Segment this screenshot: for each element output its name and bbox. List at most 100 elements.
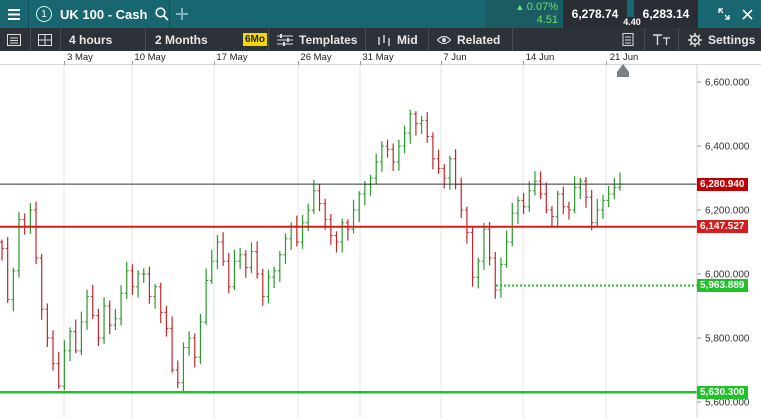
add-tab-icon[interactable]: [176, 0, 188, 28]
y-axis-background: [697, 65, 761, 418]
ohlc-bar-up: [272, 266, 277, 288]
x-tick: [606, 61, 607, 65]
up-arrow-icon: ▲: [515, 2, 527, 12]
buy-price: 6,283.14: [642, 7, 690, 21]
ohlc-bar-down: [385, 139, 390, 158]
ohlc-bar-down: [323, 198, 328, 230]
instrument-title: UK 100 - Cash: [60, 6, 148, 22]
grid-layout-icon[interactable]: [38, 28, 52, 51]
ohlc-bar-up: [17, 211, 22, 278]
ohlc-bar-up: [311, 179, 316, 214]
ohlc-bar-up: [374, 153, 379, 185]
ohlc-bar-up: [198, 313, 203, 364]
ohlc-bar-up: [368, 174, 373, 196]
ohlc-bar-up: [119, 285, 124, 326]
eye-icon: [437, 35, 451, 45]
range-selector[interactable]: 2 Months: [155, 32, 208, 47]
x-label-10-may: 10 May: [134, 52, 166, 63]
sell-price: 6,278.74: [571, 7, 619, 21]
hamburger-menu-icon[interactable]: [0, 0, 28, 28]
top-bar: 1 UK 100 - Cash ▲ 0.07% 4.51 6,278.74 6,…: [0, 0, 761, 28]
ohlc-bar-down: [430, 132, 435, 170]
change-points: 4.51: [536, 14, 558, 26]
y-tick-label: 5,600.000: [705, 398, 750, 409]
ohlc-bar-down: [192, 333, 197, 368]
expand-icon[interactable]: [718, 0, 730, 28]
y-tick-label: 6,200.000: [705, 206, 750, 217]
ohlc-bar-down: [413, 111, 418, 136]
ohlc-bar-up: [232, 249, 237, 290]
ohlc-bar-down: [544, 182, 549, 214]
x-axis: 3 May 10 May 17 May 26 May 31 May 7 Jun …: [0, 51, 761, 65]
chart-grid: [63, 65, 607, 418]
ohlc-bar-up: [578, 177, 583, 200]
x-tick: [441, 61, 442, 65]
settings-button[interactable]: Settings: [688, 28, 755, 51]
ohlc-bar-down: [549, 206, 554, 228]
ohlc-bar-down: [51, 330, 56, 371]
ohlc-bar-down: [130, 264, 135, 295]
ohlc-bar-up: [340, 218, 345, 253]
ohlc-bar-up: [476, 257, 481, 289]
search-icon[interactable]: [155, 7, 170, 21]
price-mode-label: Mid: [397, 32, 418, 47]
x-tick: [523, 61, 524, 65]
ohlc-bar-up: [419, 116, 424, 134]
instrument-tab[interactable]: 1 UK 100 - Cash: [36, 0, 170, 28]
ohlc-bar-up: [187, 331, 192, 356]
ohlc-bar-down: [425, 112, 430, 143]
ohlc-bar-down: [453, 149, 458, 190]
ohlc-bar-down: [538, 171, 543, 199]
ohlc-bar-up: [62, 340, 67, 391]
ohlc-bar-down: [521, 192, 526, 214]
ohlc-bar-down: [107, 300, 112, 335]
text-size-icon[interactable]: [653, 28, 671, 51]
x-tick: [360, 61, 361, 65]
x-tick: [298, 61, 299, 65]
ohlc-bar-up: [504, 230, 509, 268]
ohlc-bar-up: [379, 141, 384, 172]
support-price-tag: 5,630.300: [697, 385, 748, 399]
ohlc-bar-up: [527, 181, 532, 212]
ohlc-bar-down: [442, 164, 447, 189]
x-tick: [64, 61, 65, 65]
ohlc-bar-up: [141, 268, 146, 283]
ohlc-bar-down: [5, 236, 10, 303]
ohlc-bar-up: [300, 214, 305, 249]
range-badge: 6Mo: [243, 33, 267, 46]
sell-price-button[interactable]: 6,278.74: [563, 0, 627, 28]
ohlc-bar-down: [0, 239, 4, 261]
interval-selector[interactable]: 4 hours: [69, 32, 113, 47]
ohlc-bar-down: [470, 227, 475, 287]
panel-layout-icon[interactable]: [7, 28, 21, 51]
templates-button[interactable]: Templates: [277, 28, 357, 51]
price-mode-button[interactable]: Mid: [377, 28, 418, 51]
ohlc-bar-up: [402, 125, 407, 154]
templates-icon: [277, 33, 293, 46]
ohlc-bar-down: [158, 282, 163, 324]
y-tick-label: 6,400.000: [705, 142, 750, 153]
ohlc-bar-up: [79, 311, 84, 356]
layers-icon[interactable]: [622, 28, 634, 51]
x-label-21-jun: 21 Jun: [609, 52, 639, 63]
ohlc-bar-down: [73, 319, 78, 354]
ohlc-bar-up: [362, 180, 367, 206]
ohlc-bar-down: [90, 284, 95, 319]
buy-price-button[interactable]: 6,283.14: [634, 0, 698, 28]
ohlc-bar-up: [600, 194, 605, 219]
related-button[interactable]: Related: [437, 28, 500, 51]
chart-toolbar: 4 hours 2 Months 6Mo Templates Mid Relat…: [0, 28, 761, 51]
ohlc-bar-up: [204, 268, 209, 325]
ohlc-bar-down: [39, 253, 44, 320]
ohlc-bar-up: [481, 223, 486, 270]
ohlc-bar-up: [595, 198, 600, 227]
ohlc-bar-down: [226, 252, 231, 294]
ohlc-bar-up: [572, 176, 577, 214]
ohlc-bar-down: [345, 219, 350, 241]
ohlc-bar-down: [328, 214, 333, 245]
ohlc-bars: [0, 109, 622, 393]
close-icon[interactable]: [742, 0, 753, 28]
ohlc-bar-down: [487, 221, 492, 266]
ohlc-bar-up: [215, 234, 220, 269]
